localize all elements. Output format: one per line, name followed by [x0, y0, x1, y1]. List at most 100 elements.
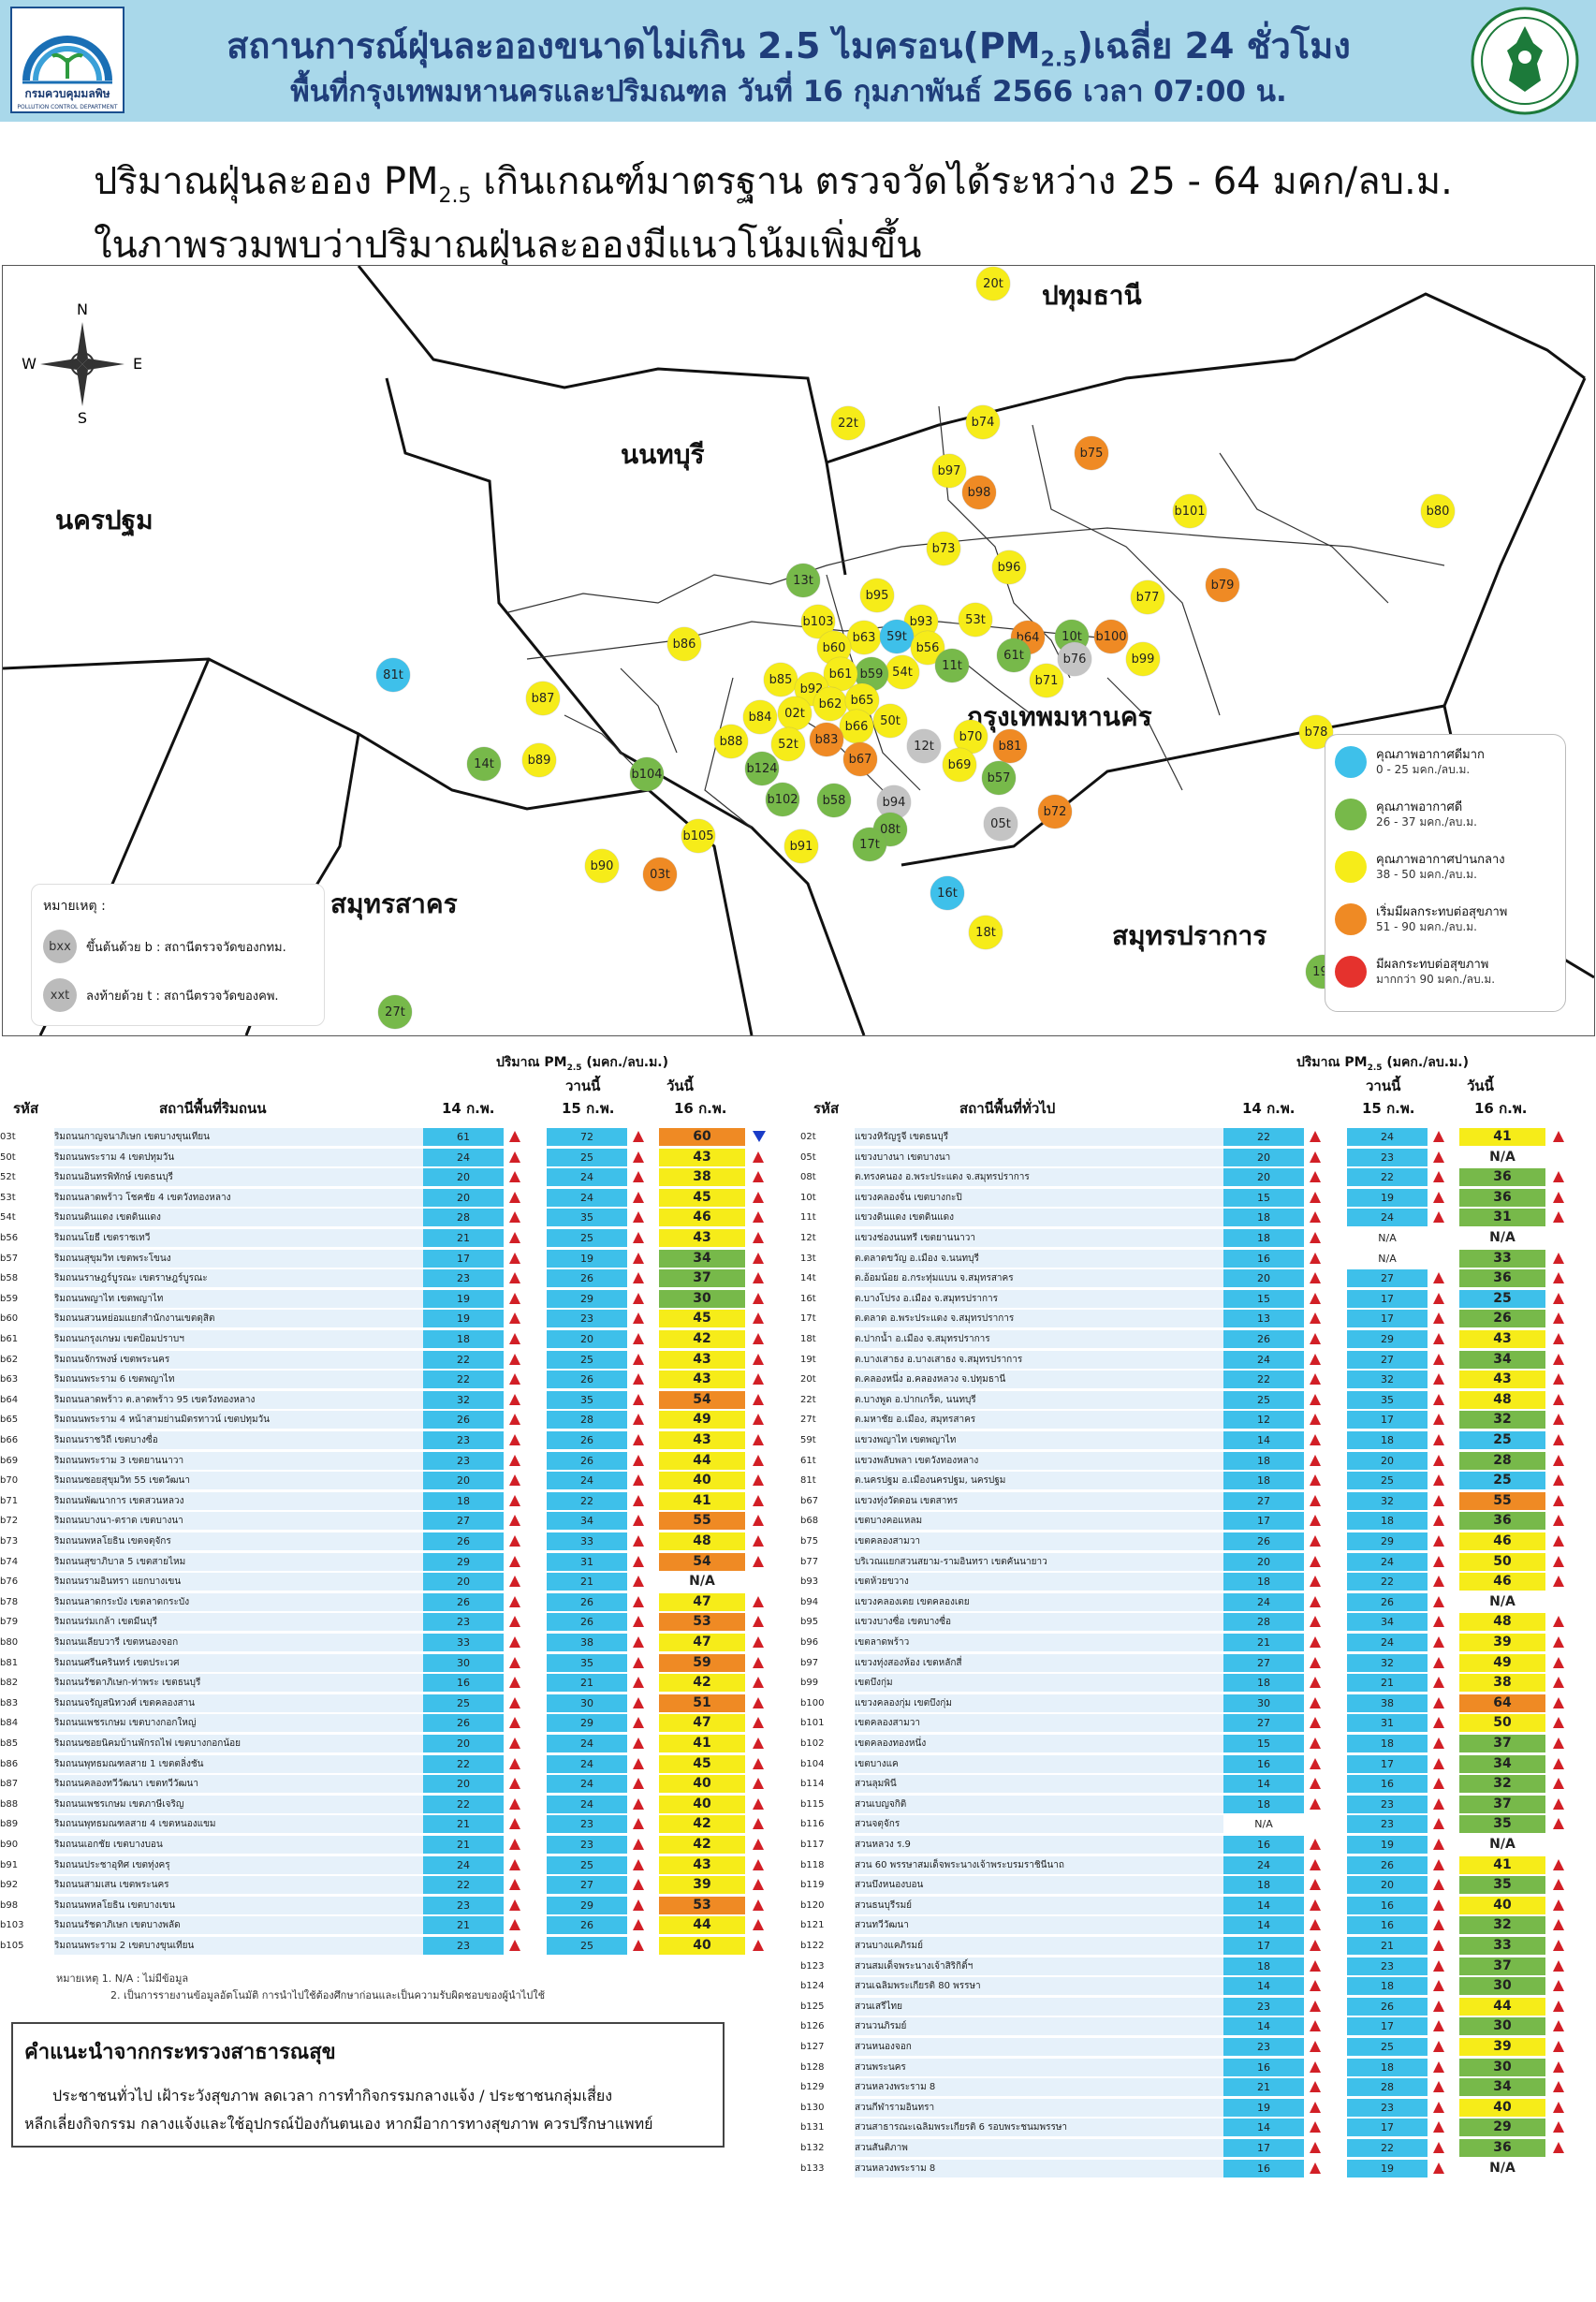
footnote-1: หมายเหตุ 1. N/A : ไม่มีข้อมูล	[56, 1972, 189, 1985]
trend-up-icon	[509, 1151, 520, 1163]
trend-up-icon	[633, 1434, 644, 1445]
road-head-d14: 14 ก.พ.	[442, 1100, 495, 1117]
value-14-feb: 20	[423, 1168, 504, 1187]
value-15-feb: 26	[547, 1613, 627, 1632]
table-row: b57 ริมถนนสุขุมวิท เขตพระโขนง 17 19 34	[0, 1249, 796, 1268]
trend-up-icon	[1553, 1434, 1564, 1445]
station-code: b82	[0, 1678, 19, 1689]
value-15-feb: 21	[547, 1573, 627, 1591]
station-name: ริมถนนพัฒนาการ เขตสวนหลวง	[54, 1491, 429, 1510]
trend-up-icon	[1553, 1940, 1564, 1951]
trend-up-icon	[1433, 1555, 1444, 1567]
trend-up-icon	[509, 1797, 520, 1810]
station-marker: b97	[932, 454, 966, 488]
station-name: ริมถนนจรัญสนิทวงศ์ เขตคลองสาน	[54, 1694, 429, 1712]
value-16-feb: 43	[1459, 1330, 1545, 1348]
trend-up-icon	[1553, 1879, 1564, 1891]
value-15-feb: 27	[547, 1876, 627, 1895]
station-name: เขตบึงกุ่ม	[855, 1674, 1229, 1693]
value-15-feb: 35	[547, 1653, 627, 1672]
station-code: b116	[800, 1819, 825, 1830]
value-15-feb: 20	[547, 1330, 627, 1348]
table-row: 61t แขวงพลับพลา เขตวังทองหลาง 18 20 28	[800, 1451, 1596, 1471]
value-16-feb: 32	[1459, 1775, 1545, 1794]
station-marker: 02t	[778, 696, 812, 730]
station-code: b130	[800, 2102, 825, 2113]
station-name: แขวงช่องนนทรี เขตยานนาวา	[855, 1229, 1229, 1247]
station-name: สวนบางแคภิรมย์	[855, 1937, 1229, 1955]
value-15-feb: 29	[547, 1896, 627, 1914]
value-15-feb: 22	[1347, 1573, 1428, 1591]
station-name: สวนธนบุรีรมย์	[855, 1896, 1229, 1914]
station-marker: b99	[1126, 642, 1160, 676]
map-legend: คุณภาพอากาศดีมาก 0 - 25 มคก./ลบ.ม. คุณภาพ…	[1325, 734, 1566, 1012]
trend-up-icon	[1310, 1959, 1321, 1972]
trend-up-icon	[753, 1940, 764, 1951]
station-code: b133	[800, 2163, 825, 2174]
value-15-feb: 21	[1347, 1674, 1428, 1693]
trend-up-icon	[1310, 1434, 1321, 1445]
trend-up-icon	[1310, 1797, 1321, 1810]
value-16-feb: 43	[659, 1371, 745, 1389]
station-name: ริมถนนราษฎร์บูรณะ เขตราษฎร์บูรณะ	[54, 1269, 429, 1288]
station-name: เขตบางแค	[855, 1754, 1229, 1773]
value-16-feb: 42	[659, 1815, 745, 1834]
trend-up-icon	[633, 1312, 644, 1325]
trend-up-icon	[633, 1919, 644, 1931]
table-row: 08t ต.ทรงคนอง อ.พระประแดง จ.สมุทรปราการ 20…	[800, 1167, 1596, 1187]
value-14-feb: 17	[1223, 1512, 1304, 1531]
value-16-feb: 39	[1459, 2038, 1545, 2056]
station-name: ต.ปากน้ำ อ.เมือง จ.สมุทรปราการ	[855, 1330, 1229, 1348]
trend-up-icon	[753, 1151, 764, 1163]
value-14-feb: 25	[423, 1694, 504, 1712]
trend-up-icon	[753, 1858, 764, 1870]
value-15-feb: 17	[1347, 1411, 1428, 1430]
station-marker: b87	[526, 682, 560, 715]
station-marker: 20t	[976, 267, 1010, 301]
table-row: 81t ต.นครปฐม อ.เมืองนครปฐม, นครปฐม 18 25 25	[800, 1471, 1596, 1490]
station-marker: 05t	[984, 807, 1018, 841]
value-16-feb: 60	[659, 1128, 745, 1146]
trend-up-icon	[509, 1555, 520, 1567]
value-15-feb: 23	[547, 1836, 627, 1854]
value-15-feb: 24	[1347, 1634, 1428, 1651]
trend-up-icon	[1310, 2060, 1321, 2073]
trend-up-icon	[1310, 1373, 1321, 1386]
advice-line-2: หลีกเลี่ยงกิจกรรม กลางแจ้งและใช้อุปกรณ์ป…	[24, 2115, 653, 2133]
trend-up-icon	[633, 1858, 644, 1870]
station-marker: 53t	[959, 603, 992, 637]
table-row: b76 ริมถนนรามอินทรา แยกบางเขน 20 21 N/A	[0, 1572, 796, 1591]
station-name: แขวงทุ่งสองห้อง เขตหลักสี่	[855, 1653, 1229, 1672]
trend-up-icon	[1433, 1211, 1444, 1224]
trend-up-icon	[1310, 1211, 1321, 1224]
value-14-feb: 27	[1223, 1653, 1304, 1672]
value-15-feb: 16	[1347, 1896, 1428, 1914]
road-head-code: รหัส	[13, 1100, 39, 1117]
station-code: b89	[0, 1819, 19, 1830]
value-14-feb: 20	[423, 1735, 504, 1752]
bma-station-symbol: bxx	[43, 930, 77, 963]
trend-up-icon	[1433, 2142, 1444, 2153]
svg-text:W: W	[22, 355, 37, 373]
trend-up-icon	[633, 1818, 644, 1830]
value-16-feb: 37	[659, 1269, 745, 1288]
station-code: b125	[800, 2001, 825, 2012]
station-name: แขวงดินแดง เขตดินแดง	[855, 1209, 1229, 1227]
value-15-feb: 26	[1347, 1997, 1428, 2016]
value-16-feb: 44	[1459, 1997, 1545, 2016]
value-14-feb: 18	[1223, 1795, 1304, 1813]
value-16-feb: 46	[659, 1209, 745, 1227]
station-marker: b75	[1075, 436, 1108, 470]
value-14-feb: 19	[423, 1289, 504, 1308]
trend-up-icon	[633, 1535, 644, 1547]
table-row: b126 สวนวนภิรมย์ 14 17 30	[800, 2016, 1596, 2036]
station-name: แขวงทุ่งวัดดอน เขตสาทร	[855, 1491, 1229, 1510]
general-head-station: สถานีพื้นที่ทั่วไป	[959, 1100, 1056, 1117]
value-15-feb: 35	[547, 1390, 627, 1409]
value-14-feb: 16	[1223, 2159, 1304, 2177]
trend-up-icon	[1553, 1656, 1564, 1668]
value-15-feb: 26	[547, 1451, 627, 1470]
trend-up-icon	[1553, 1131, 1564, 1142]
table-row: b105 ริมถนนพระราม 2 เขตบางขุนเทียน 23 25 40	[0, 1936, 796, 1956]
station-code: 10t	[800, 1192, 816, 1203]
